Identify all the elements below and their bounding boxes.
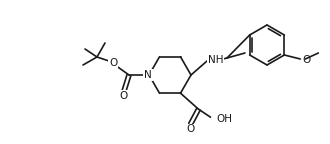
Text: O: O — [120, 91, 128, 101]
Text: NH: NH — [208, 55, 223, 65]
Text: O: O — [302, 55, 311, 65]
Text: O: O — [186, 124, 195, 134]
Text: O: O — [109, 58, 117, 68]
Text: N: N — [144, 70, 152, 80]
Text: OH: OH — [216, 114, 233, 124]
